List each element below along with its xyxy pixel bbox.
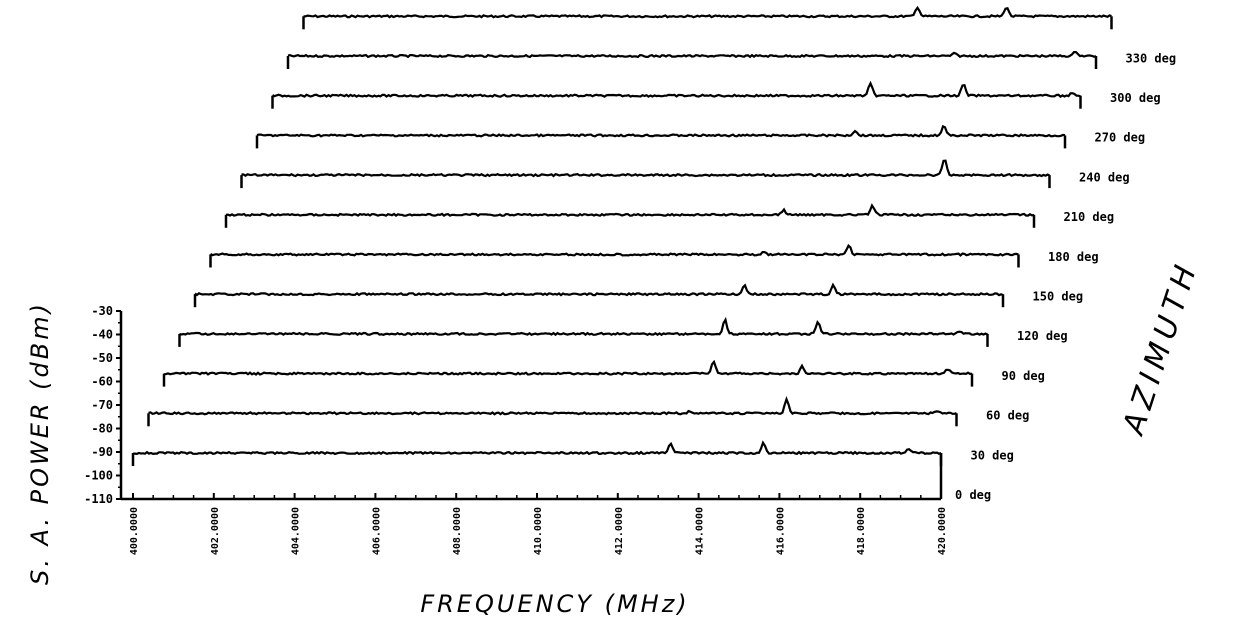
trace-120-deg: 120 deg [193, 280, 1068, 343]
x-tick-label: 414.0000 [695, 507, 706, 555]
trace-backing [148, 399, 957, 416]
azimuth-label: 300 deg [1110, 91, 1161, 105]
trace-150-deg: 150 deg [209, 240, 1084, 304]
azimuth-label: 180 deg [1048, 250, 1099, 264]
y-tick-label: -40 [91, 328, 113, 342]
azimuth-label: 60 deg [986, 409, 1029, 423]
trace-0-deg: 0 deg [131, 439, 991, 502]
trace-line [303, 5, 1112, 19]
y-tick-label: -50 [91, 351, 113, 365]
azimuth-label: 0 deg [955, 488, 991, 502]
azimuth-label: 90 deg [1002, 369, 1045, 383]
azimuth-label: 150 deg [1033, 290, 1084, 304]
trace-backing [288, 42, 1096, 58]
y-axis-label: S. A. POWER (dBm) [26, 301, 54, 585]
trace-line [148, 395, 957, 416]
trace-line [194, 282, 1004, 297]
azimuth-label: 30 deg [971, 448, 1014, 462]
axes-layer: -30 -40 -50 -60 -70 -80 -90 -100 -110 400.0000 402… [84, 304, 948, 555]
trace-backing [226, 200, 1034, 217]
x-axis-label: FREQUENCY (MHz) [420, 590, 689, 618]
trace-layer: 330 deg 300 deg 270 deg 240 deg 210 deg 180 d… [131, 2, 1177, 502]
trace-line [179, 316, 988, 337]
y-tick-label: -100 [84, 469, 113, 483]
trace-line [225, 203, 1035, 217]
azimuth-label: 270 deg [1095, 131, 1146, 145]
trace-line [209, 243, 1019, 257]
trace-line [256, 124, 1066, 138]
trace-300-deg: 300 deg [286, 42, 1161, 105]
x-tick-label: 402.0000 [210, 507, 221, 555]
trace-180-deg: 180 deg [224, 200, 1099, 264]
trace-210-deg: 210 deg [240, 159, 1115, 224]
trace-240-deg: 240 deg [255, 121, 1130, 184]
y-tick-label: -110 [84, 492, 113, 506]
trace-backing [303, 2, 1112, 19]
x-tick-label: 420.0000 [937, 507, 948, 555]
azimuth-label: 120 deg [1017, 329, 1068, 343]
y-tick-label: -90 [91, 445, 113, 459]
y-tick-label: -70 [91, 398, 113, 412]
x-tick-label: 410.0000 [533, 507, 544, 555]
x-tick-label: 406.0000 [371, 507, 382, 555]
x-tick-label: 418.0000 [856, 507, 867, 555]
trace-30-deg: 30 deg [147, 395, 1014, 462]
azimuth-axis-label: AZIMUTH [1116, 256, 1206, 441]
x-tick-label: 400.0000 [129, 507, 140, 555]
trace-line [287, 51, 1097, 59]
trace-line [132, 440, 942, 456]
trace-330-deg: 330 deg [302, 2, 1177, 65]
y-tick-label: -30 [91, 304, 113, 318]
trace-backing [133, 439, 941, 455]
trace-backing [179, 319, 988, 336]
y-tick-label: -60 [91, 375, 113, 389]
trace-line [241, 159, 1050, 178]
azimuth-label: 210 deg [1064, 210, 1115, 224]
trace-backing [164, 359, 972, 376]
x-tick-label: 404.0000 [291, 507, 302, 555]
azimuth-label: 330 deg [1126, 51, 1177, 65]
trace-backing [195, 280, 1003, 297]
x-tick-label: 412.0000 [614, 507, 625, 555]
trace-backing [272, 81, 1081, 98]
x-tick-label: 416.0000 [775, 507, 786, 555]
x-tick-label: 408.0000 [452, 507, 463, 555]
azimuth-label: 240 deg [1079, 170, 1130, 184]
trace-line [163, 359, 973, 376]
trace-line [271, 80, 1081, 98]
trace-backing [210, 240, 1019, 257]
trace-60-deg: 60 deg [162, 359, 1029, 423]
y-tick-label: -80 [91, 422, 113, 436]
trace-90-deg: 90 deg [178, 316, 1045, 383]
trace-270-deg: 270 deg [271, 80, 1146, 145]
